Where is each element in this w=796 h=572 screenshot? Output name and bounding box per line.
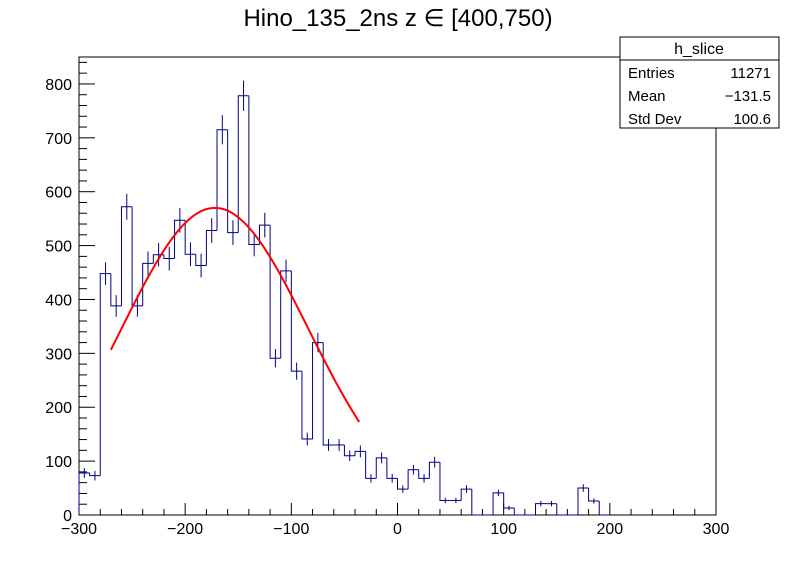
x-tick-label: 0 bbox=[393, 521, 402, 538]
histogram-bin bbox=[492, 492, 504, 515]
histogram-bin bbox=[184, 220, 196, 255]
histogram-bin bbox=[365, 451, 377, 479]
histogram-bin bbox=[556, 503, 568, 516]
histogram-bin bbox=[312, 342, 324, 440]
stats-entries-label: Entries bbox=[628, 65, 675, 82]
histogram-bin bbox=[99, 273, 111, 476]
histogram-bin bbox=[195, 254, 207, 267]
histogram-bin bbox=[280, 270, 292, 359]
y-tick-label: 600 bbox=[45, 185, 72, 202]
histogram-bin bbox=[174, 219, 186, 259]
histogram-bin bbox=[397, 478, 409, 490]
histogram-bin bbox=[110, 273, 122, 307]
histogram-bin bbox=[237, 95, 249, 233]
histogram-bin bbox=[375, 457, 387, 479]
x-tick-label: 100 bbox=[490, 521, 517, 538]
x-tick-label: −200 bbox=[167, 521, 203, 538]
y-tick-label: 0 bbox=[63, 508, 72, 525]
chart-title: Hino_135_2ns z ∈ [400,750) bbox=[243, 5, 553, 32]
histogram-bin bbox=[142, 262, 154, 306]
histogram-bin bbox=[460, 488, 472, 501]
histogram-bin bbox=[258, 224, 271, 245]
histogram-bin bbox=[535, 503, 547, 515]
histogram-bin bbox=[598, 500, 610, 516]
histogram-bin bbox=[513, 507, 525, 516]
histogram-bin bbox=[269, 225, 281, 359]
error-bars bbox=[83, 80, 595, 511]
histogram-bin bbox=[588, 488, 600, 502]
stats-box-title: h_slice bbox=[674, 41, 724, 58]
histogram-bin bbox=[577, 487, 589, 515]
histogram-bin bbox=[163, 254, 175, 260]
x-tick-label: −300 bbox=[61, 521, 97, 538]
histogram-bin bbox=[471, 489, 483, 516]
stats-box: h_slice Entries 11271 Mean −131.5 Std De… bbox=[619, 36, 780, 129]
histogram-bin bbox=[205, 230, 218, 266]
histogram-bin bbox=[120, 206, 133, 306]
histogram-bin bbox=[78, 472, 90, 515]
histogram-bin bbox=[290, 270, 302, 372]
y-tick-label: 800 bbox=[45, 77, 72, 94]
y-tick-labels: 0 100 200 300 400 500 600 700 800 bbox=[45, 77, 72, 525]
x-tick-label: −100 bbox=[273, 521, 309, 538]
histogram-bin bbox=[503, 492, 515, 509]
stats-mean-value: −131.5 bbox=[725, 88, 771, 105]
histogram-bin bbox=[386, 457, 398, 479]
histogram-bin bbox=[354, 450, 366, 456]
histogram-bin bbox=[248, 95, 260, 246]
stats-box-frame bbox=[619, 36, 780, 129]
x-tick-label: 200 bbox=[596, 521, 623, 538]
stats-entries-value: 11271 bbox=[730, 65, 771, 82]
histogram-bin bbox=[89, 472, 101, 477]
histogram-bin bbox=[322, 342, 334, 446]
stats-mean-label: Mean bbox=[628, 88, 666, 105]
histogram-bin bbox=[216, 129, 228, 231]
histogram-bin bbox=[439, 462, 451, 501]
histogram-bin bbox=[343, 444, 356, 457]
x-tick-label: 300 bbox=[703, 521, 730, 538]
stats-stddev-label: Std Dev bbox=[628, 111, 682, 128]
histogram-bin bbox=[227, 129, 239, 234]
y-tick-label: 400 bbox=[45, 292, 72, 309]
histogram-bin bbox=[407, 469, 419, 490]
histogram-bin bbox=[301, 371, 313, 440]
y-tick-label: 500 bbox=[45, 239, 72, 256]
histogram-bins bbox=[78, 95, 610, 516]
x-tick-labels: −300 −200 −100 0 100 200 300 bbox=[61, 521, 729, 538]
gaussian-fit-curve bbox=[109, 206, 361, 423]
y-tick-label: 300 bbox=[45, 346, 72, 363]
axis-ticks bbox=[78, 61, 717, 516]
y-tick-label: 200 bbox=[45, 400, 72, 417]
y-tick-label: 700 bbox=[45, 131, 72, 148]
histogram-bin bbox=[428, 461, 440, 479]
y-tick-label: 100 bbox=[45, 454, 72, 471]
stats-stddev-value: 100.6 bbox=[733, 111, 771, 128]
histogram-bin bbox=[418, 469, 430, 479]
